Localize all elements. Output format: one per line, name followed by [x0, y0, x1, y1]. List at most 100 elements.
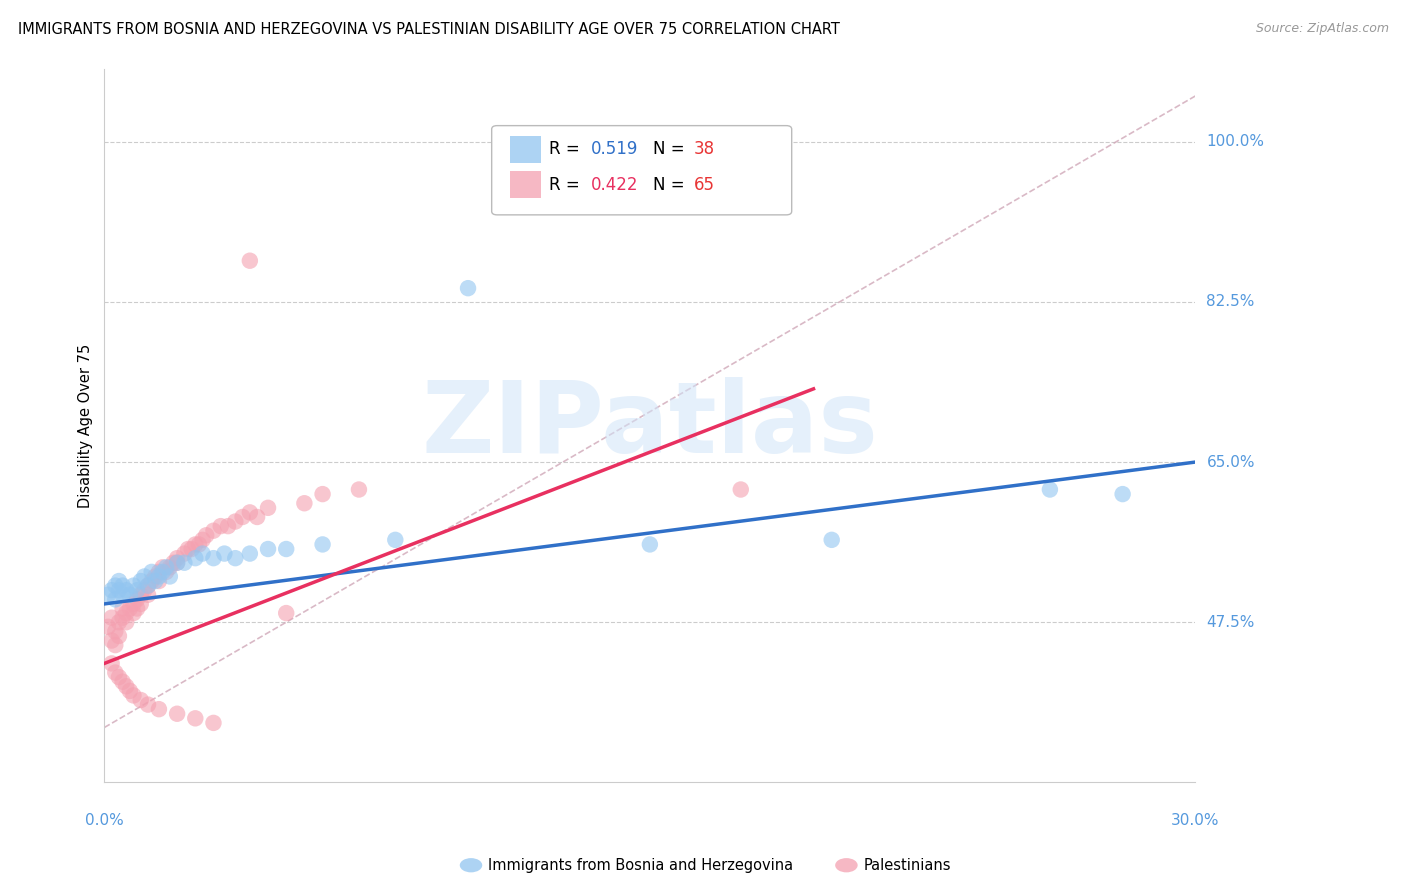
Point — [292, 496, 315, 510]
Point — [148, 565, 170, 579]
Point — [134, 569, 156, 583]
Point — [184, 711, 207, 725]
FancyBboxPatch shape — [510, 136, 541, 162]
Point — [108, 615, 131, 630]
Text: 65.0%: 65.0% — [1206, 455, 1256, 469]
Point — [1111, 487, 1133, 501]
Point — [202, 524, 225, 538]
Point — [127, 583, 149, 598]
Y-axis label: Disability Age Over 75: Disability Age Over 75 — [79, 343, 93, 508]
Point — [311, 537, 333, 551]
Point — [214, 547, 236, 561]
Point — [129, 693, 152, 707]
Point — [166, 556, 188, 570]
FancyBboxPatch shape — [492, 126, 792, 215]
Text: 0.519: 0.519 — [591, 140, 638, 158]
Point — [232, 510, 254, 524]
Point — [180, 541, 202, 556]
Point — [159, 560, 181, 574]
Point — [122, 606, 145, 620]
Text: 82.5%: 82.5% — [1206, 294, 1254, 310]
Point — [97, 620, 120, 634]
Text: ZIPatlas: ZIPatlas — [422, 377, 879, 474]
Point — [191, 533, 214, 547]
Text: Palestinians: Palestinians — [863, 858, 950, 872]
Text: 0.0%: 0.0% — [84, 813, 124, 828]
Text: 100.0%: 100.0% — [1206, 134, 1264, 149]
Text: 65: 65 — [693, 176, 714, 194]
Point — [122, 579, 145, 593]
Point — [638, 537, 661, 551]
Point — [111, 674, 134, 689]
Point — [162, 556, 184, 570]
Text: 30.0%: 30.0% — [1171, 813, 1219, 828]
Point — [143, 569, 166, 583]
Point — [159, 569, 181, 583]
Point — [136, 588, 159, 602]
Point — [166, 551, 188, 566]
Point — [184, 537, 207, 551]
Point — [141, 574, 163, 588]
Point — [141, 565, 163, 579]
Point — [104, 665, 127, 680]
Point — [100, 610, 122, 624]
Text: R =: R = — [550, 140, 585, 158]
Point — [143, 574, 166, 588]
Point — [122, 689, 145, 703]
Point — [384, 533, 406, 547]
Point — [148, 574, 170, 588]
Point — [97, 588, 120, 602]
Point — [195, 528, 218, 542]
Point — [104, 579, 127, 593]
Point — [239, 505, 262, 519]
Point — [166, 706, 188, 721]
Point — [217, 519, 239, 533]
Point — [347, 483, 370, 497]
Point — [257, 500, 280, 515]
Point — [104, 638, 127, 652]
Point — [118, 588, 141, 602]
Point — [127, 601, 149, 615]
Point — [166, 556, 188, 570]
Point — [148, 702, 170, 716]
Point — [111, 601, 134, 615]
Point — [257, 541, 280, 556]
Point — [177, 541, 200, 556]
Point — [115, 615, 138, 630]
Point — [129, 597, 152, 611]
Point — [104, 592, 127, 607]
Point — [1039, 483, 1062, 497]
Point — [136, 579, 159, 593]
Text: N =: N = — [654, 176, 690, 194]
Point — [108, 583, 131, 598]
Point — [191, 547, 214, 561]
Point — [115, 679, 138, 693]
Point — [129, 588, 152, 602]
Point — [311, 487, 333, 501]
Point — [134, 583, 156, 598]
Point — [136, 579, 159, 593]
Text: 0.422: 0.422 — [591, 176, 638, 194]
Point — [202, 551, 225, 566]
Point — [100, 583, 122, 598]
Point — [276, 606, 298, 620]
Point — [152, 565, 174, 579]
Point — [111, 610, 134, 624]
Point — [118, 601, 141, 615]
Point — [202, 715, 225, 730]
Point — [136, 698, 159, 712]
Text: N =: N = — [654, 140, 690, 158]
Text: 47.5%: 47.5% — [1206, 615, 1254, 630]
Point — [108, 629, 131, 643]
Point — [111, 588, 134, 602]
Point — [224, 515, 246, 529]
Point — [118, 684, 141, 698]
Point — [129, 574, 152, 588]
Point — [115, 606, 138, 620]
Point — [184, 551, 207, 566]
Point — [111, 579, 134, 593]
Point — [108, 574, 131, 588]
Text: Source: ZipAtlas.com: Source: ZipAtlas.com — [1256, 22, 1389, 36]
Point — [187, 537, 209, 551]
Point — [122, 597, 145, 611]
